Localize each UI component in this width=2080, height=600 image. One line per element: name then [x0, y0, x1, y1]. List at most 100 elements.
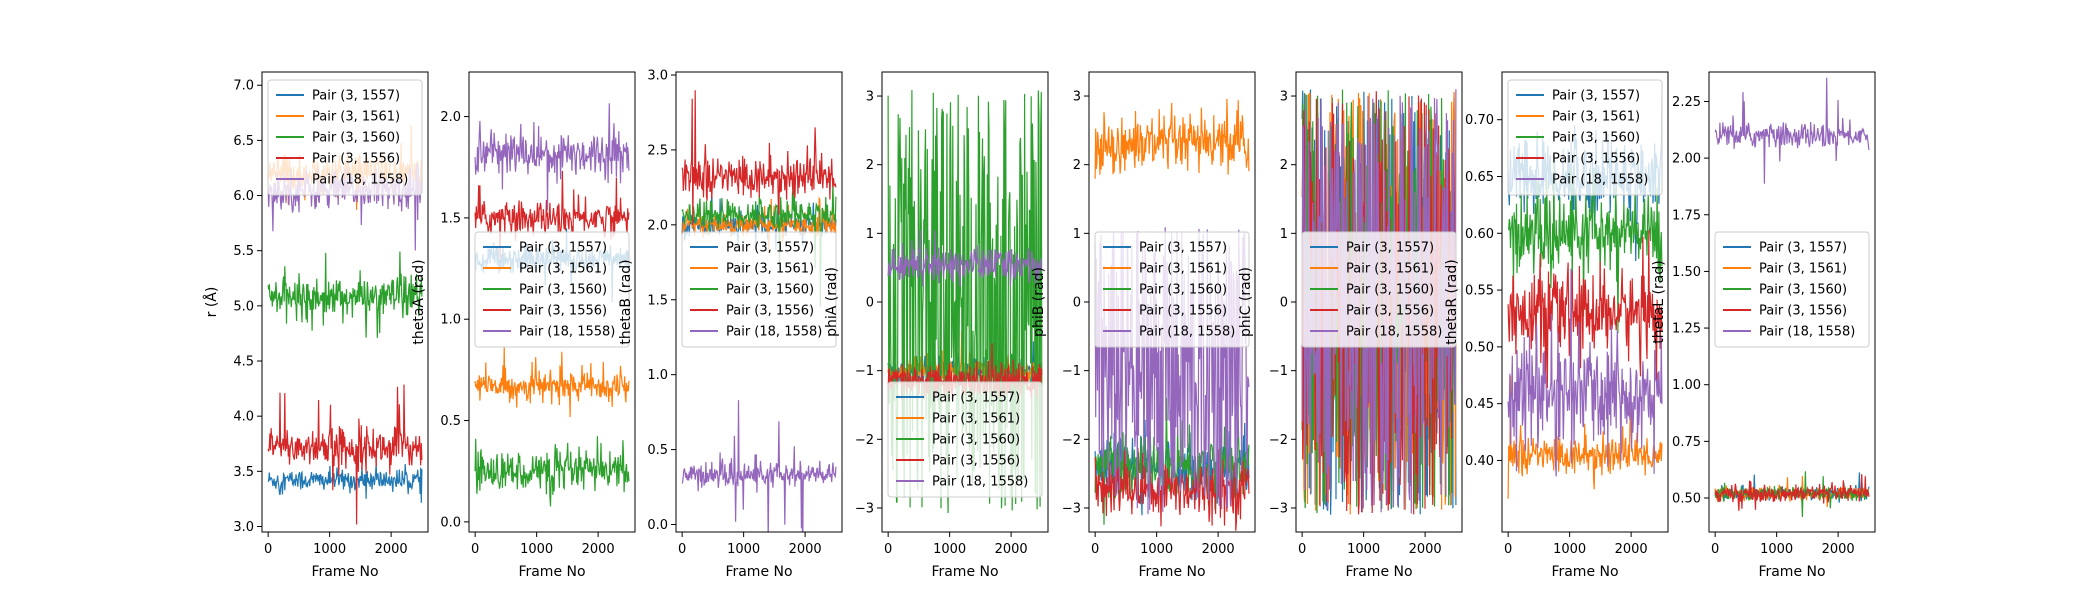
x-tick-label: 2000	[1409, 542, 1442, 557]
y-axis-label: thetaB (rad)	[618, 259, 634, 344]
legend-entry: Pair (3, 1561)	[1759, 262, 1847, 277]
x-tick-label: 1000	[1760, 542, 1793, 557]
legend-entry: Pair (3, 1557)	[726, 241, 814, 256]
y-axis-label: thetaA (rad)	[411, 259, 427, 344]
y-tick-label: 2.00	[1672, 152, 1701, 167]
series-line-2	[681, 196, 837, 253]
y-tick-label: 6.0	[233, 189, 254, 204]
legend: Pair (3, 1557) Pair (3, 1561) Pair (3, 156…	[887, 381, 1043, 498]
x-tick-label: 0	[264, 542, 272, 557]
series-line-5	[1507, 268, 1663, 477]
x-tick-label: 2000	[582, 542, 615, 557]
series-line-3	[474, 436, 630, 507]
legend: Pair (3, 1557) Pair (3, 1561) Pair (3, 156…	[1714, 231, 1870, 348]
y-tick-label: 1.50	[1672, 265, 1701, 280]
y-tick-label: 1	[1280, 227, 1288, 242]
y-tick-label: 2.0	[440, 110, 461, 125]
y-tick-label: 5.0	[233, 299, 254, 314]
y-tick-label: 7.0	[233, 79, 254, 94]
subplot-3: 0 1000 2000 0.0 0.5 1.0 1.5 2.0 2.5 3.0 Frame No th…	[618, 68, 843, 580]
y-tick-label: 4.0	[233, 410, 254, 425]
x-tick-label: 1000	[1140, 542, 1173, 557]
legend: Pair (3, 1557) Pair (3, 1561) Pair (3, 156…	[267, 79, 423, 196]
x-axis-label: Frame No	[931, 564, 998, 580]
series-line-4	[1507, 229, 1663, 389]
x-tick-label: 0	[678, 542, 686, 557]
y-tick-label: 3	[866, 90, 874, 105]
subplot-4: 0 1000 2000 −3 −2 −1 0 1 2 3 Frame No phiA (rad) Pai…	[824, 71, 1049, 580]
legend: Pair (3, 1557) Pair (3, 1561) Pair (3, 156…	[681, 231, 837, 348]
y-tick-label: 2	[866, 158, 874, 173]
x-tick-label: 0	[471, 542, 479, 557]
y-tick-label: 0.5	[440, 414, 461, 429]
y-tick-label: 0.75	[1672, 435, 1701, 450]
legend-entry: Pair (18, 1558)	[519, 325, 615, 340]
y-axis-label: thetaL (rad)	[1651, 260, 1667, 343]
x-tick-label: 1000	[1347, 542, 1380, 557]
subplot-7: 0 1000 2000 0.40 0.45 0.50 0.55 0.60 0.65 0.70 Fra…	[1444, 71, 1669, 580]
y-tick-label: 1.0	[647, 368, 668, 383]
legend-box	[887, 381, 1043, 498]
y-tick-label: 1.5	[647, 293, 668, 308]
y-tick-label: −3	[1269, 501, 1288, 516]
y-tick-label: 5.5	[233, 244, 254, 259]
legend-entry: Pair (3, 1561)	[1552, 110, 1640, 125]
series-line-5	[681, 400, 837, 532]
y-tick-label: 0.0	[647, 518, 668, 533]
y-tick-label: −3	[1062, 501, 1081, 516]
y-tick-label: 2.0	[647, 218, 668, 233]
x-tick-label: 2000	[1822, 542, 1855, 557]
y-tick-label: 0.60	[1465, 227, 1494, 242]
subplot-1: 0 1000 2000 3.0 3.5 4.0 4.5 5.0 5.5 6.0 6.5 7.0 Fram…	[203, 71, 429, 580]
x-tick-label: 0	[1504, 542, 1512, 557]
y-tick-label: −1	[1269, 364, 1288, 379]
axes-frame	[468, 71, 636, 533]
legend-entry: Pair (3, 1561)	[312, 110, 400, 125]
y-tick-label: 1	[1073, 227, 1081, 242]
y-tick-label: 0.50	[1465, 340, 1494, 355]
legend-entry: Pair (3, 1560)	[1139, 283, 1227, 298]
y-axis-label: r (Å)	[203, 287, 220, 318]
series-line-5	[474, 103, 630, 211]
y-tick-label: 0	[1280, 296, 1288, 311]
legend-box	[267, 79, 423, 196]
legend-box	[474, 231, 630, 348]
legend-entry: Pair (3, 1556)	[932, 454, 1020, 469]
x-tick-label: 1000	[313, 542, 346, 557]
x-tick-label: 0	[1091, 542, 1099, 557]
y-tick-label: 2.5	[647, 143, 668, 158]
legend-entry: Pair (18, 1558)	[312, 173, 408, 188]
legend-entry: Pair (3, 1557)	[1552, 89, 1640, 104]
x-tick-label: 1000	[933, 542, 966, 557]
x-tick-label: 2000	[375, 542, 408, 557]
legend-entry: Pair (3, 1556)	[1346, 304, 1434, 319]
subplot-6: 0 1000 2000 −3 −2 −1 0 1 2 3 Frame No phiC (rad) Pai…	[1238, 71, 1463, 580]
y-tick-label: 1	[866, 227, 874, 242]
y-tick-label: 3.5	[233, 465, 254, 480]
series-group	[1094, 98, 1250, 531]
legend-entry: Pair (3, 1560)	[1759, 283, 1847, 298]
y-tick-label: 4.5	[233, 355, 254, 370]
subplot-2: 0 1000 2000 0.0 0.5 1.0 1.5 2.0 Frame No thetaA (…	[411, 71, 636, 580]
x-tick-label: 0	[1711, 542, 1719, 557]
legend-entry: Pair (3, 1560)	[312, 131, 400, 146]
y-tick-label: 1.75	[1672, 208, 1701, 223]
legend-entry: Pair (3, 1561)	[519, 262, 607, 277]
y-tick-label: 1.0	[440, 313, 461, 328]
y-tick-label: 0.55	[1465, 284, 1494, 299]
legend-box	[1714, 231, 1870, 348]
y-tick-label: 0.0	[440, 515, 461, 530]
y-tick-label: −2	[1062, 433, 1081, 448]
y-tick-label: 0.45	[1465, 397, 1494, 412]
x-axis-label: Frame No	[518, 564, 585, 580]
series-line-5	[1094, 227, 1250, 515]
legend-entry: Pair (18, 1558)	[726, 325, 822, 340]
y-tick-label: 0.70	[1465, 113, 1494, 128]
legend-entry: Pair (3, 1556)	[1139, 304, 1227, 319]
series-line-4	[681, 90, 837, 226]
x-tick-label: 2000	[1202, 542, 1235, 557]
y-tick-label: 2	[1280, 158, 1288, 173]
y-tick-label: 1.25	[1672, 322, 1701, 337]
series-group	[1714, 77, 1870, 518]
y-tick-label: −2	[855, 433, 874, 448]
